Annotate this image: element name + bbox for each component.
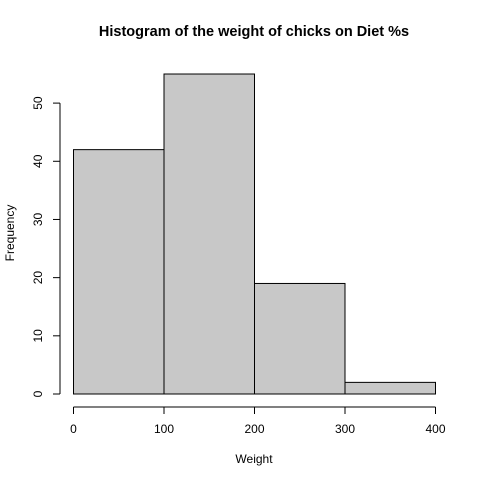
x-axis-title: Weight	[235, 452, 273, 466]
y-axis-title: Frequency	[3, 205, 17, 262]
chart-title: Histogram of the weight of chicks on Die…	[99, 24, 409, 40]
x-tick-label-0: 0	[70, 422, 77, 436]
histogram-bar-1	[163, 73, 255, 395]
y-tick-label-4: 40	[31, 154, 45, 168]
y-tick-label-2: 20	[31, 271, 45, 285]
y-tick-label-1: 10	[31, 329, 45, 343]
x-tick-label-1: 100	[154, 422, 174, 436]
y-tick-label-0: 0	[31, 390, 45, 397]
histogram-bar-2	[254, 282, 346, 395]
y-tick-label-5: 50	[31, 96, 45, 110]
x-axis: 0 100 200 300 400	[70, 406, 446, 436]
histogram-bar-0	[73, 149, 165, 395]
x-tick-label-4: 400	[425, 422, 445, 436]
histogram-bar-3	[344, 381, 436, 395]
y-tick-label-3: 30	[31, 212, 45, 226]
histogram-bars	[73, 73, 436, 395]
y-axis: 0 10 20 30 40 50	[31, 96, 61, 397]
x-tick-label-3: 300	[335, 422, 355, 436]
x-tick-label-2: 200	[244, 422, 264, 436]
